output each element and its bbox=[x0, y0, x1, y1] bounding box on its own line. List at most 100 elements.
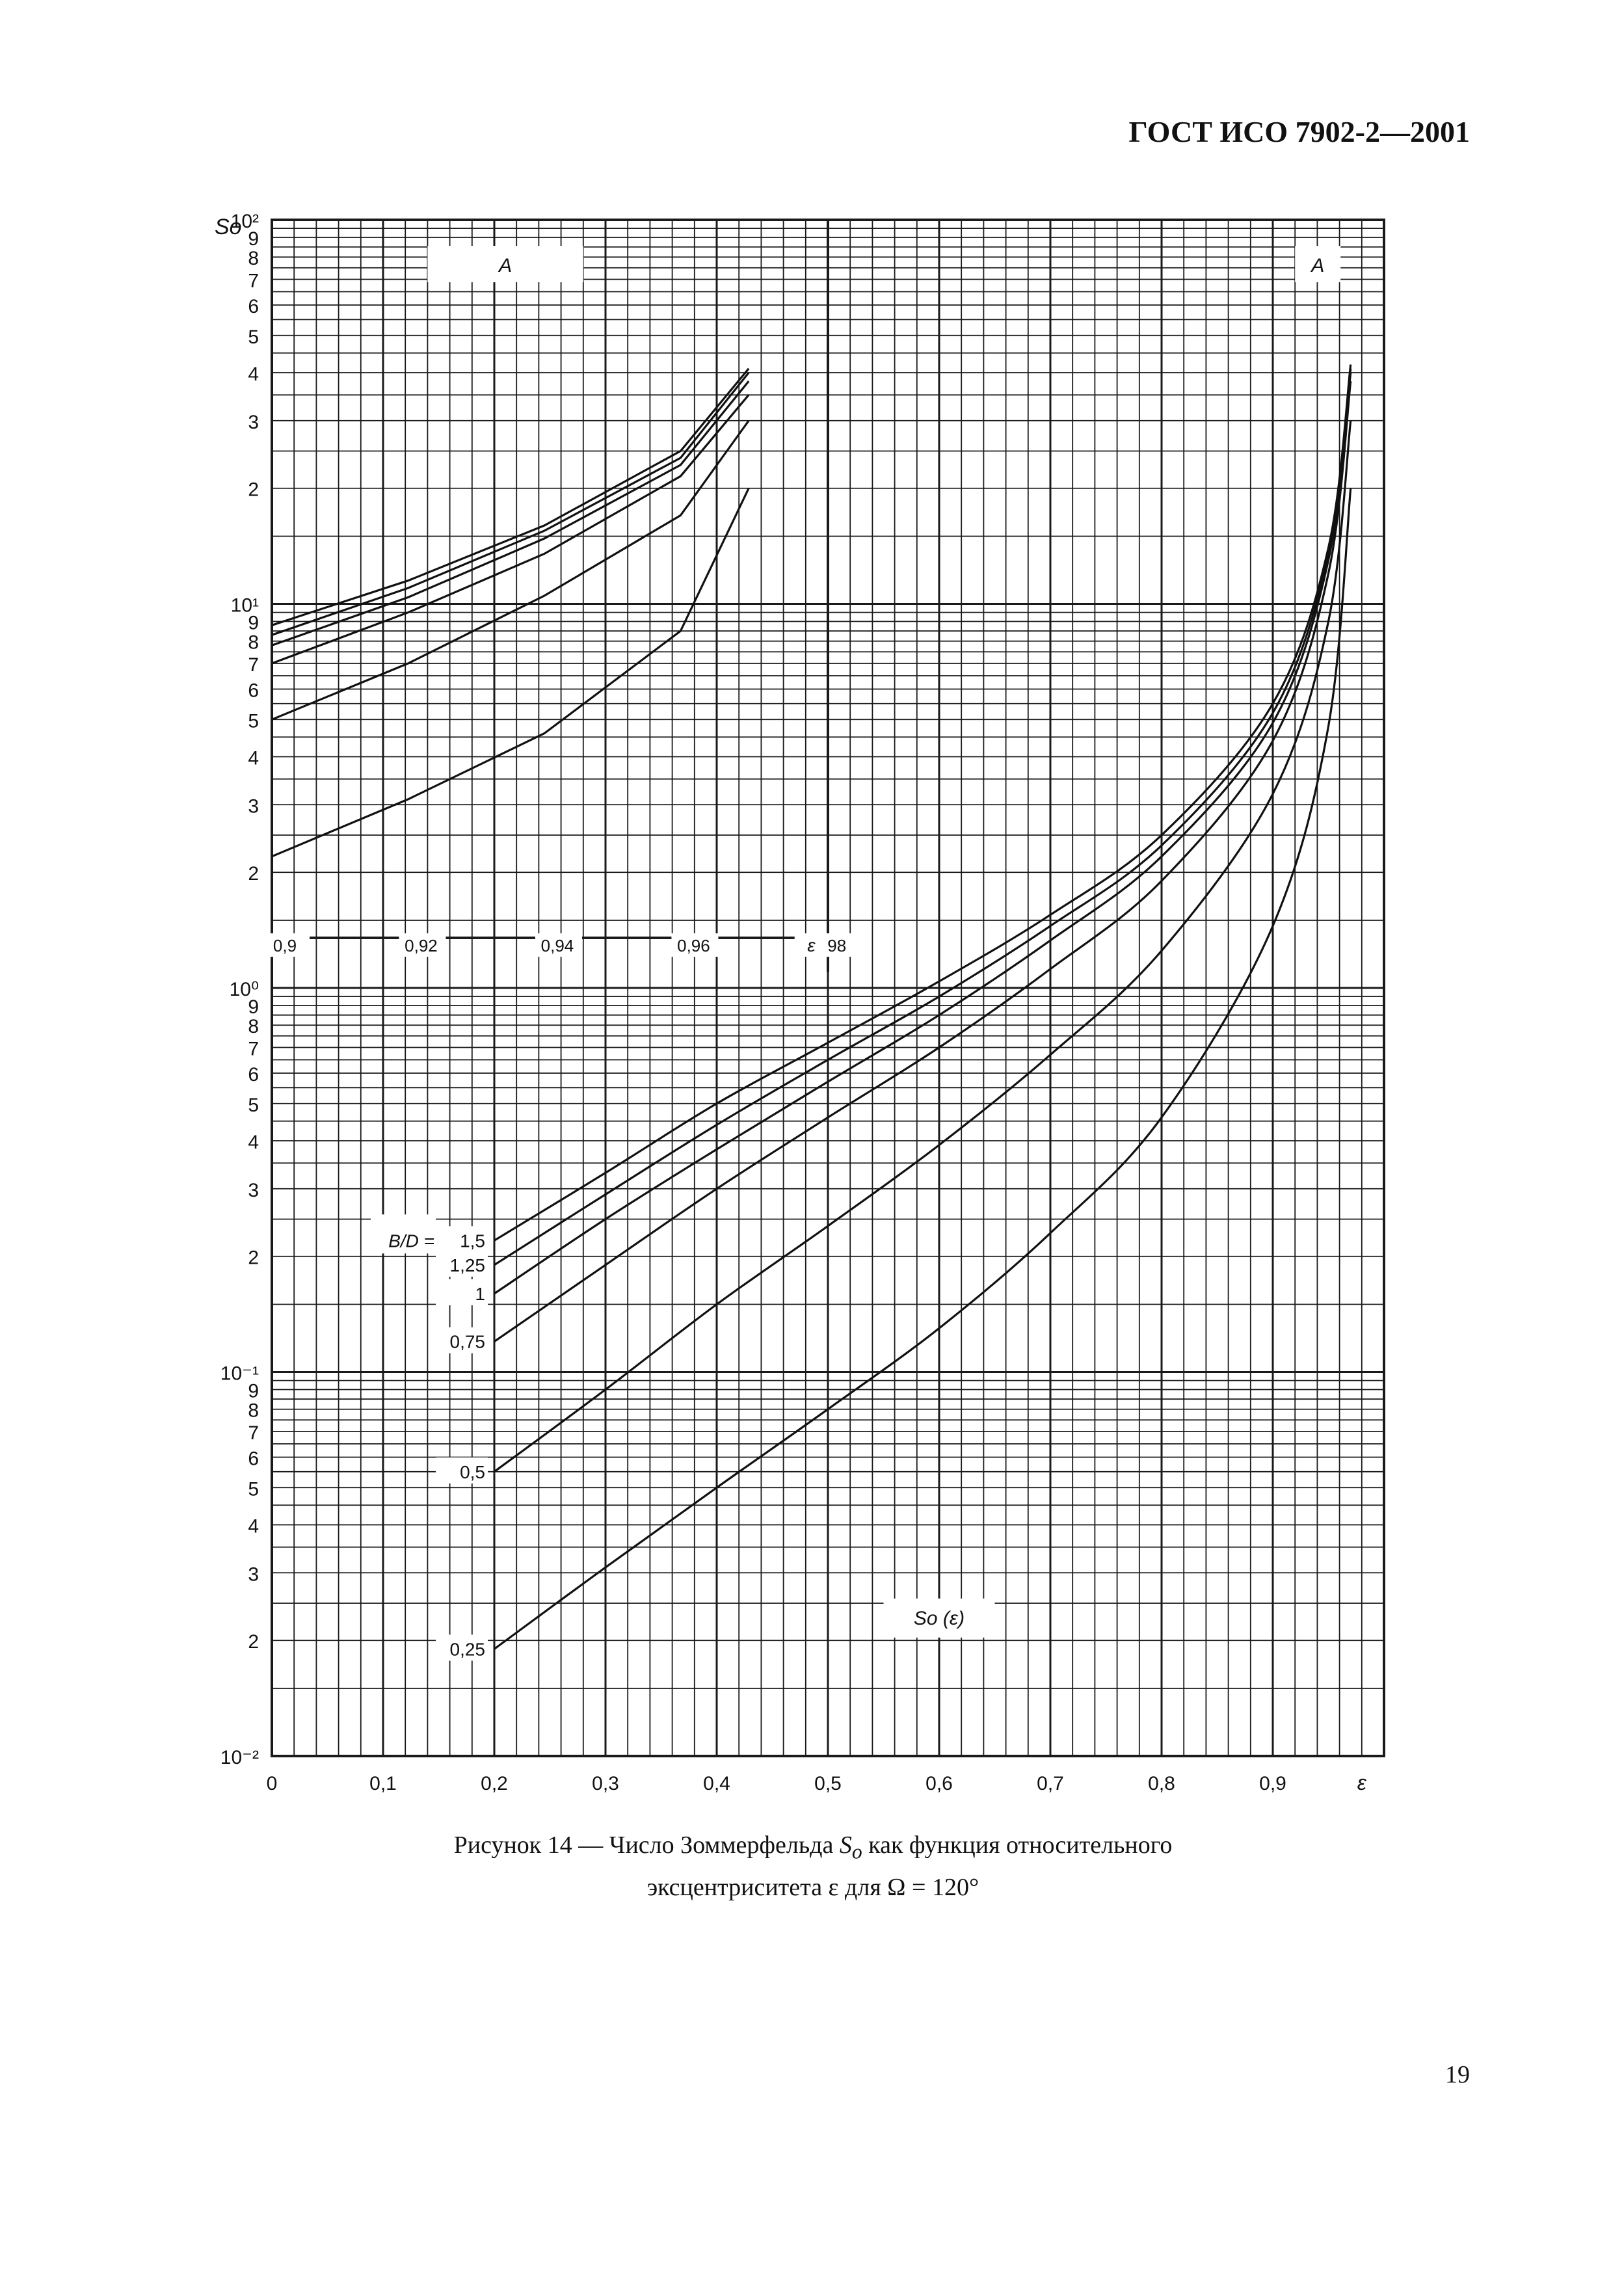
caption-text-pre: Рисунок 14 — Число Зоммерфельда bbox=[453, 1831, 840, 1859]
caption-line-2: эксцентриситета ε для Ω = 120° bbox=[646, 1873, 979, 1901]
y-tick-label: 5 bbox=[248, 1095, 259, 1116]
y-tick-label: 8 bbox=[248, 1400, 259, 1422]
inset-curve-1 bbox=[271, 380, 750, 646]
y-tick-label: 4 bbox=[248, 1132, 259, 1153]
x-tick-label: 0,8 bbox=[1148, 1773, 1175, 1794]
x-tick-label: 0,6 bbox=[925, 1773, 953, 1794]
y-tick-label: 8 bbox=[248, 632, 259, 654]
series-label-1,25: 1,25 bbox=[450, 1255, 486, 1275]
y-tick-label: 7 bbox=[248, 270, 259, 291]
caption-symbol: S bbox=[839, 1831, 852, 1859]
y-tick-label: 6 bbox=[248, 1064, 259, 1085]
y-tick-label: 3 bbox=[248, 795, 259, 817]
series-label-bg bbox=[436, 1279, 488, 1305]
y-tick-label: 10⁰ bbox=[230, 979, 259, 1000]
series-label-bg bbox=[436, 1226, 488, 1253]
inset-tick-bg bbox=[535, 933, 582, 957]
inset-tick-bg bbox=[671, 933, 719, 957]
inset-x-tick-label: 0,96 bbox=[677, 936, 710, 955]
y-tick-label: 7 bbox=[248, 1422, 259, 1444]
y-tick-label: 2 bbox=[248, 479, 259, 501]
y-tick-label: 10⁻¹ bbox=[220, 1363, 259, 1385]
y-tick-label: 5 bbox=[248, 710, 259, 732]
curve-1 bbox=[494, 372, 1352, 1295]
inset-curve-0,25 bbox=[271, 488, 750, 858]
y-axis-label: So bbox=[215, 215, 242, 239]
x-tick-label: 0 bbox=[267, 1773, 278, 1794]
caption-text-post: как функция относительного bbox=[862, 1831, 1173, 1859]
inset-x-tick-label: 0,92 bbox=[405, 936, 438, 955]
y-tick-label: 3 bbox=[248, 412, 259, 433]
x-tick-label: 0,7 bbox=[1037, 1773, 1064, 1794]
bd-prefix-bg bbox=[371, 1214, 436, 1254]
inset-marker-A: A bbox=[498, 255, 512, 276]
document-code: ГОСТ ИСО 7902-2—2001 bbox=[1128, 115, 1470, 148]
curve-1,5 bbox=[494, 364, 1352, 1242]
inset-x-tick-label: 0,94 bbox=[541, 936, 574, 955]
series-label-bg bbox=[436, 1457, 488, 1484]
curve-0,5 bbox=[494, 420, 1352, 1473]
y-tick-label: 9 bbox=[248, 613, 259, 634]
series-label-1,5: 1,5 bbox=[460, 1231, 485, 1251]
inset-marker-bg bbox=[427, 246, 583, 282]
main-marker-A: A bbox=[1310, 255, 1324, 276]
series-label-0,75: 0,75 bbox=[450, 1332, 486, 1352]
y-tick-label: 2 bbox=[248, 1631, 259, 1653]
y-tick-label: 10⁻² bbox=[220, 1747, 259, 1768]
y-tick-label: 6 bbox=[248, 1448, 259, 1470]
caption-symbol-sub: o bbox=[851, 1840, 862, 1863]
page-number: 19 bbox=[1445, 2061, 1470, 2088]
y-tick-label: 4 bbox=[248, 747, 259, 769]
y-tick-label: 9 bbox=[248, 228, 259, 250]
y-tick-label: 2 bbox=[248, 863, 259, 885]
y-tick-label: 5 bbox=[248, 1478, 259, 1500]
main-marker-bg bbox=[1295, 246, 1341, 282]
bd-prefix: B/D = bbox=[388, 1231, 434, 1251]
x-tick-label: 0,9 bbox=[1259, 1773, 1286, 1794]
y-tick-label: 4 bbox=[248, 364, 259, 385]
curve-1,25 bbox=[494, 368, 1352, 1266]
x-tick-label: 0,5 bbox=[814, 1773, 842, 1794]
figure-caption: Рисунок 14 — Число Зоммерфельда So как ф… bbox=[364, 1828, 1262, 1905]
inset-tick-bg bbox=[263, 933, 310, 957]
series-label-0,5: 0,5 bbox=[460, 1462, 485, 1482]
inset-curve-1,25 bbox=[271, 372, 750, 636]
curve-0,25 bbox=[494, 488, 1352, 1650]
series-label-bg bbox=[436, 1327, 488, 1353]
x-tick-label: 0,1 bbox=[369, 1773, 397, 1794]
y-tick-label: 10¹ bbox=[231, 595, 259, 617]
y-tick-label: 6 bbox=[248, 296, 259, 317]
y-tick-label: 7 bbox=[248, 1038, 259, 1059]
chart-labels: 10²9876543210¹9876543210⁰9876543210⁻¹987… bbox=[215, 211, 1367, 1794]
x-tick-label: 0,3 bbox=[592, 1773, 619, 1794]
inset-tick-bg bbox=[399, 933, 446, 957]
y-tick-label: 5 bbox=[248, 326, 259, 348]
y-tick-label: 9 bbox=[248, 996, 259, 1018]
x-axis-end-label: ε bbox=[1357, 1771, 1367, 1794]
y-tick-label: 10² bbox=[231, 211, 259, 232]
main-curves bbox=[494, 364, 1352, 1650]
inset-x-tick-label: 0,9 bbox=[273, 936, 297, 955]
y-tick-label: 8 bbox=[248, 248, 259, 269]
curve-label: So (ε) bbox=[914, 1608, 965, 1629]
inset-x-axis-end-label: ε bbox=[807, 935, 816, 955]
y-tick-label: 7 bbox=[248, 654, 259, 676]
inset-curve-1,5 bbox=[271, 367, 750, 626]
series-label-bg bbox=[436, 1250, 488, 1277]
y-tick-label: 6 bbox=[248, 680, 259, 702]
series-label-1: 1 bbox=[475, 1284, 485, 1304]
inset-curve-0,5 bbox=[271, 419, 750, 721]
inset-eps-bg bbox=[794, 933, 827, 957]
x-tick-label: 0,2 bbox=[481, 1773, 508, 1794]
y-tick-label: 3 bbox=[248, 1564, 259, 1585]
y-tick-label: 2 bbox=[248, 1247, 259, 1269]
series-label-0,25: 0,25 bbox=[450, 1639, 486, 1659]
series-label-bg bbox=[436, 1634, 488, 1661]
curve-0,75 bbox=[494, 380, 1352, 1343]
y-tick-label: 4 bbox=[248, 1515, 259, 1537]
caption-line-1: Рисунок 14 — Число Зоммерфельда So как ф… bbox=[364, 1828, 1262, 1870]
curve-label-bg bbox=[883, 1598, 995, 1638]
y-tick-label: 3 bbox=[248, 1180, 259, 1201]
